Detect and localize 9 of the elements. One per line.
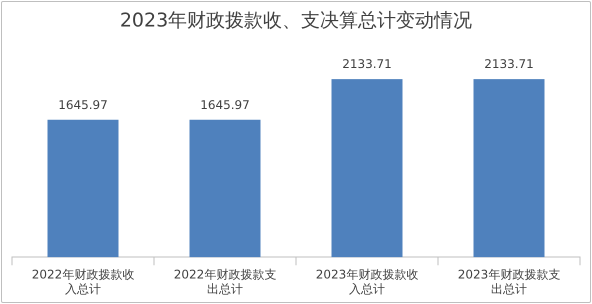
data-label: 2133.71 <box>342 57 392 72</box>
data-label: 1645.97 <box>58 98 108 112</box>
data-label: 1645.97 <box>200 98 250 112</box>
data-label: 2133.71 <box>484 57 534 72</box>
x-tick-label: 2023年财政拨款支出总计 <box>458 268 560 296</box>
x-tick-label: 2023年财政拨款收入总计 <box>316 268 418 296</box>
chart-title: 2023年财政拨款收、支决算总计变动情况 <box>120 9 472 32</box>
x-tick-label: 2022年财政拨款支出总计 <box>174 268 276 296</box>
x-tick-label: 2022年财政拨款收入总计 <box>32 268 134 296</box>
